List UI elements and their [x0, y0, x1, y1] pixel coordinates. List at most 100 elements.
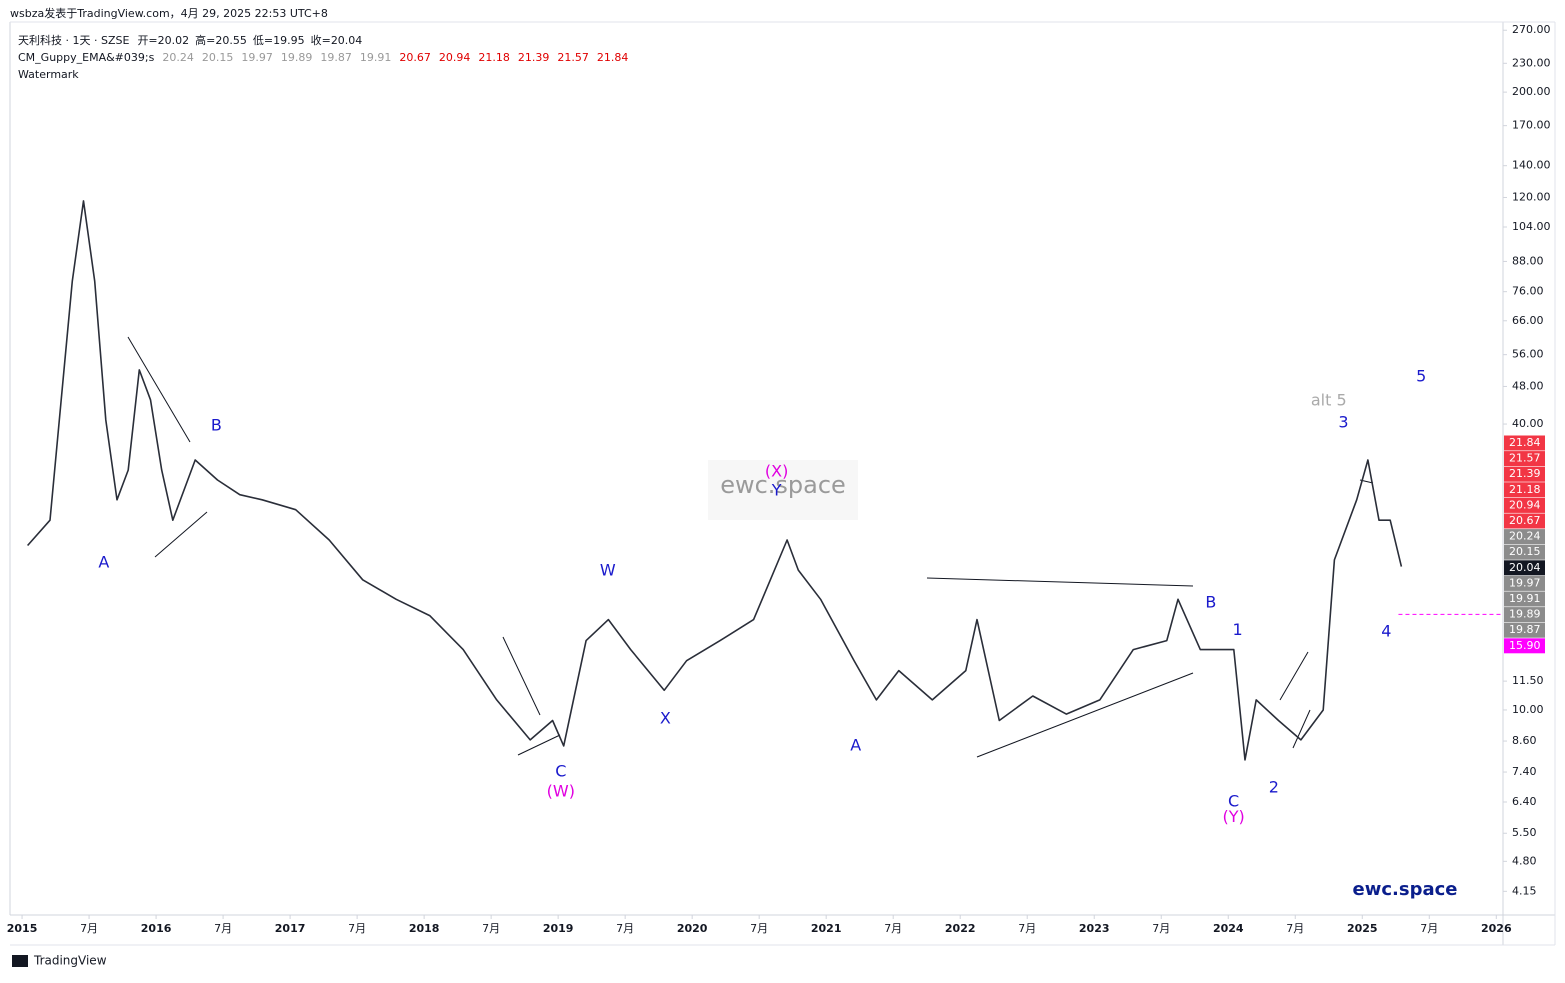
indicator-value: 21.57: [557, 51, 589, 64]
price-tag-label: 19.91: [1509, 592, 1541, 605]
y-tick-label: 7.40: [1512, 765, 1537, 778]
x-tick-label: 2022: [945, 922, 976, 935]
y-tick-label: 40.00: [1512, 417, 1544, 430]
x-tick-label: 2023: [1079, 922, 1110, 935]
footer: TradingView: [33, 954, 107, 968]
x-tick-label: 2025: [1347, 922, 1378, 935]
ohlc-value: 20.02: [158, 34, 190, 47]
x-tick-label: 2021: [811, 922, 842, 935]
trendline: [517, 734, 561, 756]
x-tick-label: 7月: [482, 922, 500, 935]
indicator-value: 21.18: [478, 51, 510, 64]
x-tick-label: 2026: [1481, 922, 1512, 935]
price-tag-label: 19.87: [1509, 623, 1541, 636]
ohlc-label: 高=: [195, 33, 215, 47]
price-tag: [1504, 513, 1545, 529]
watermark: ewc.space: [720, 471, 846, 499]
wave-label: X: [660, 708, 671, 727]
price-tag-label: 21.18: [1509, 483, 1541, 496]
trendlines: [127, 336, 1374, 758]
indicator-value: 20.24: [162, 51, 194, 64]
x-tick-label: 2017: [275, 922, 306, 935]
price-tag: [1504, 482, 1545, 498]
x-tick-label: 7月: [1152, 922, 1170, 935]
price-tag-label: 21.39: [1509, 467, 1541, 480]
x-tick-label: 7月: [1286, 922, 1304, 935]
y-tick-label: 48.00: [1512, 379, 1544, 392]
price-tag-label: 19.89: [1509, 608, 1541, 621]
ohlc-value: 20.55: [215, 34, 247, 47]
wave-label: (W): [547, 781, 575, 800]
symbol-title: 天利科技 · 1天 · SZSE: [18, 33, 129, 47]
y-tick-label: 6.40: [1512, 795, 1537, 808]
trendline: [1279, 651, 1309, 701]
wave-label: W: [600, 561, 616, 580]
logo: [12, 955, 28, 967]
price-tag: [1504, 560, 1545, 576]
price-tag-label: 20.94: [1509, 498, 1541, 511]
y-tick-label: 4.15: [1512, 884, 1537, 897]
wave-label: 2: [1269, 777, 1279, 796]
y-tick-label: 8.60: [1512, 734, 1537, 747]
ohlc-value: 19.95: [273, 34, 305, 47]
trendline: [926, 577, 1194, 587]
x-tick-label: 7月: [80, 922, 98, 935]
indicator-value: 20.15: [202, 51, 234, 64]
x-tick-label: 7月: [616, 922, 634, 935]
x-tick-label: 2015: [7, 922, 38, 935]
indicator-value: 20.67: [399, 51, 431, 64]
trendline: [154, 511, 208, 558]
indicator-value: 19.97: [241, 51, 273, 64]
y-tick-label: 10.00: [1512, 703, 1544, 716]
wave-label: C: [1228, 791, 1239, 810]
price-tag-label: 20.04: [1509, 561, 1541, 574]
y-tick-label: 104.00: [1512, 220, 1551, 233]
ohlc-label: 开=: [137, 34, 157, 47]
y-tick-label: 88.00: [1512, 254, 1544, 267]
price-tag-label: 20.24: [1509, 530, 1541, 543]
byline: wsbza发表于TradingView.com，4月 29, 2025 22:5…: [10, 6, 328, 20]
x-tick-label: 7月: [1018, 922, 1036, 935]
wave-label: B: [1205, 592, 1216, 611]
price-tag: [1504, 607, 1545, 623]
trendline: [1292, 709, 1311, 749]
x-tick-label: 2020: [677, 922, 708, 935]
indicator-value: 19.87: [320, 51, 352, 64]
y-tick-label: 200.00: [1512, 85, 1551, 98]
ohlc-label: 收=: [311, 33, 331, 47]
watermark-box: [708, 460, 858, 520]
price-tag-label: 20.15: [1509, 545, 1541, 558]
price-tag: [1504, 544, 1545, 560]
x-tick-label: 2019: [543, 922, 574, 935]
price-tag-label: 21.57: [1509, 452, 1541, 465]
indicator-value: 19.89: [281, 51, 313, 64]
wave-label: B: [211, 416, 222, 435]
ohlc-label: 低=: [253, 34, 273, 47]
x-tick-label: 7月: [1420, 922, 1438, 935]
indicator-value: 21.39: [518, 51, 550, 64]
legend-extra: Watermark: [18, 68, 79, 81]
brand: ewc.space: [1353, 879, 1458, 900]
indicator-value: 21.84: [597, 51, 629, 64]
x-tick-label: 2018: [409, 922, 440, 935]
trendline: [127, 336, 191, 443]
y-tick-label: 230.00: [1512, 56, 1551, 69]
indicator-value: 19.91: [360, 51, 392, 64]
x-tick-label: 2024: [1213, 922, 1244, 935]
wave-label: A: [98, 552, 109, 571]
indicator-value: 20.94: [439, 51, 471, 64]
x-tick-label: 7月: [750, 922, 768, 935]
price-tag: [1504, 638, 1545, 654]
price-tag: [1504, 466, 1545, 482]
y-tick-label: 56.00: [1512, 348, 1544, 361]
wave-label: (Y): [1222, 807, 1244, 826]
price-tag: [1504, 451, 1545, 467]
wave-label: 5: [1416, 367, 1426, 386]
wave-label: 3: [1338, 413, 1348, 432]
price-tag: [1504, 622, 1545, 638]
price-tag: [1504, 529, 1545, 545]
price-line: [27, 200, 1403, 761]
ohlc-value: 20.04: [331, 34, 363, 47]
